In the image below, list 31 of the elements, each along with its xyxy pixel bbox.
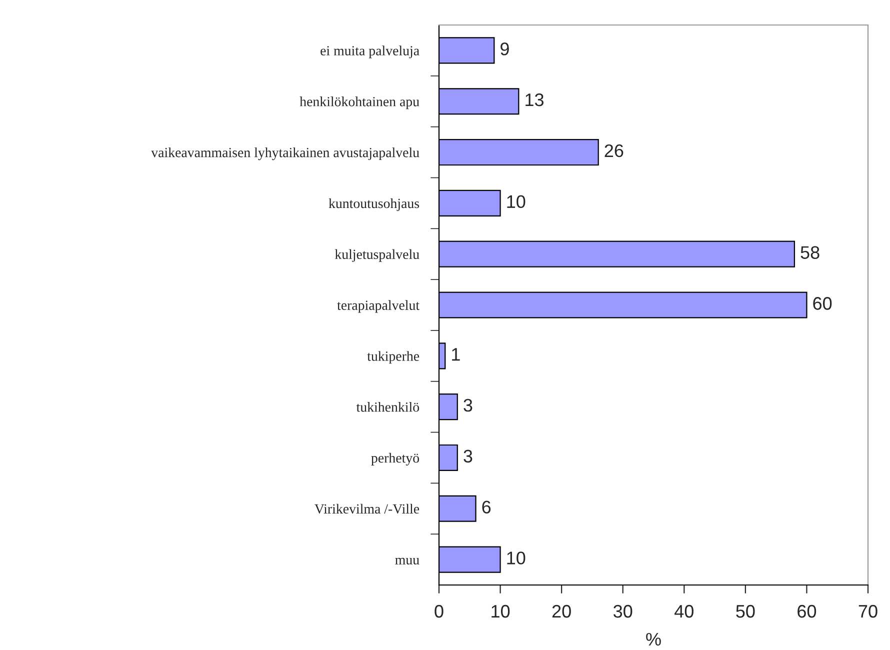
data-label: 13: [526, 93, 544, 106]
data-label: 26: [604, 144, 624, 158]
data-label: 3: [464, 450, 472, 463]
data-label: 6: [482, 500, 491, 514]
y-tick-label: perhetyö: [371, 452, 420, 466]
y-tick-label: kuljetuspalvelu: [334, 249, 420, 262]
y-tick-label: vaikeavammaisen lyhytaikainen avustajapalvelu: [151, 147, 420, 160]
x-tick-label: 50: [736, 604, 755, 618]
data-label: 1: [452, 348, 460, 361]
x-tick-label: 20: [552, 604, 571, 618]
y-tick-label: kuntoutusohjaus: [328, 198, 420, 211]
x-tick-label: 60: [798, 604, 816, 618]
y-tick-label: ei muita palveluja: [320, 46, 420, 58]
y-tick-label: muu: [395, 558, 420, 564]
data-label: 10: [507, 552, 526, 564]
y-tick-label: tukihenkilö: [356, 402, 420, 412]
y-tick-label: terapiapalvelut: [337, 300, 420, 313]
y-tick-label: tukiperhe: [367, 351, 420, 364]
data-label: 10: [507, 195, 526, 208]
x-tick-label: 30: [614, 604, 632, 618]
x-tick-label: 10: [492, 604, 510, 618]
data-label: 3: [464, 398, 472, 412]
data-label: 60: [813, 297, 832, 310]
y-tick-label: Virikevilma /-Ville: [314, 504, 420, 514]
y-tick-label: henkilökohtainen apu: [300, 96, 420, 110]
x-tick-label: 70: [858, 604, 878, 618]
data-label: 9: [500, 42, 509, 56]
data-label: 58: [800, 246, 820, 259]
x-tick-label: 40: [674, 604, 694, 618]
x-axis-title: %: [646, 632, 661, 646]
x-tick-label: 0: [434, 604, 444, 618]
